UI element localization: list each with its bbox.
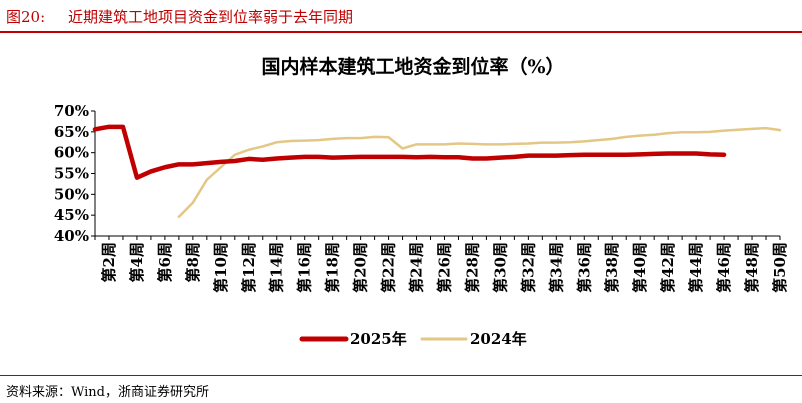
x-tick-label: 第40周 [631,242,649,293]
x-tick-label: 第12周 [240,242,258,293]
y-tick-label: 65% [54,123,89,141]
x-tick-label: 第6周 [156,242,174,282]
y-axis: 40% 45% 50% 55% 60% 65% 70% [54,102,96,245]
x-tick-label: 第10周 [212,242,230,293]
figure-label: 图20: [6,8,46,26]
y-tick-label: 70% [54,102,89,120]
line-chart: 国内样本建筑工地资金到位率（%） 40% 45% 50% 55% 60% 65% 70% 第… [54,55,789,348]
x-tick-label: 第22周 [380,242,398,293]
series-layer [92,124,782,219]
x-tick-label: 第48周 [743,242,761,293]
x-tick-label: 第16周 [296,242,314,293]
y-tick-label: 55% [54,165,89,183]
series-line-2025年 [92,124,727,180]
figure-caption: 近期建筑工地项目资金到位率弱于去年同期 [68,8,354,26]
header-rule [0,31,802,33]
x-tick-label: 第24周 [408,242,426,293]
source-note: 资料来源：Wind，浙商证券研究所 [6,385,209,400]
x-tick-label: 第14周 [268,242,286,293]
x-tick-label: 第4周 [128,242,146,282]
footer-rule [0,375,802,376]
x-axis: 第2周 第4周 第6周 第8周 第10周 第12周 第14周 第16周 第18周 第20周 第22周… [94,235,789,293]
x-tick-label: 第36周 [575,242,593,293]
x-tick-label: 第34周 [547,242,565,293]
legend: 2025年 2024年 [299,330,527,348]
x-tick-label: 第26周 [435,242,453,293]
figure-header: 图20: 近期建筑工地项目资金到位率弱于去年同期 [0,0,802,30]
x-tick-label: 第20周 [352,242,370,293]
chart-title: 国内样本建筑工地资金到位率（%） [261,55,564,78]
legend-label: 2025年 [350,330,407,348]
x-tick-label: 第42周 [659,242,677,293]
x-tick-label: 第38周 [603,242,621,293]
y-tick-label: 60% [54,144,89,162]
x-tick-label: 第18周 [324,242,342,293]
x-tick-label: 第44周 [687,242,705,293]
x-tick-label: 第50周 [771,242,789,293]
x-tick-label: 第46周 [715,242,733,293]
x-tick-label: 第28周 [463,242,481,293]
y-tick-label: 45% [54,206,89,224]
x-tick-label: 第2周 [100,242,118,282]
y-tick-label: 50% [54,185,89,203]
y-tick-label: 40% [54,227,89,245]
x-tick-label: 第30周 [491,242,509,293]
x-tick-label: 第8周 [184,242,202,282]
series-line-2024年 [177,126,782,219]
x-tick-label: 第32周 [519,242,537,293]
legend-label: 2024年 [470,330,527,348]
